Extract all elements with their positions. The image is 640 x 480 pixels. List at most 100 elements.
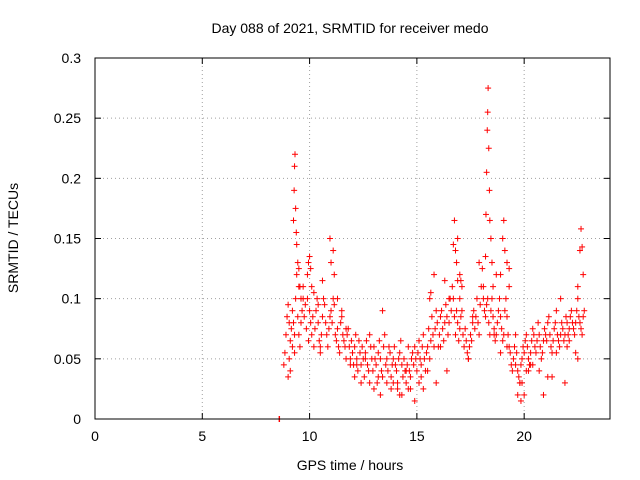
- data-point: [288, 325, 295, 332]
- data-point: [543, 337, 550, 344]
- data-point: [572, 349, 579, 356]
- data-point: [353, 361, 360, 368]
- data-point: [396, 349, 403, 356]
- data-point: [433, 379, 440, 386]
- data-point: [512, 331, 519, 338]
- data-point: [498, 325, 505, 332]
- data-point: [340, 337, 347, 344]
- data-point: [425, 325, 432, 332]
- data-point: [516, 379, 523, 386]
- data-point: [512, 361, 519, 368]
- data-point: [452, 247, 459, 254]
- data-point: [319, 313, 326, 320]
- data-point: [294, 259, 301, 266]
- data-point: [326, 235, 333, 242]
- data-point: [578, 325, 585, 332]
- data-point: [580, 313, 587, 320]
- data-point: [534, 337, 541, 344]
- data-point: [409, 349, 416, 356]
- data-point: [357, 349, 364, 356]
- data-point: [325, 325, 332, 332]
- data-point: [334, 295, 341, 302]
- data-point: [416, 337, 423, 344]
- data-point: [333, 337, 340, 344]
- data-point: [355, 337, 362, 344]
- data-point: [381, 331, 388, 338]
- data-point: [353, 355, 360, 362]
- data-point: [331, 271, 338, 278]
- data-point: [405, 343, 412, 350]
- data-point: [363, 337, 370, 344]
- data-point: [576, 247, 583, 254]
- data-point: [560, 337, 567, 344]
- data-point: [561, 379, 568, 386]
- x-tick-label: 20: [516, 428, 532, 444]
- data-point: [510, 355, 517, 362]
- data-point: [479, 265, 486, 272]
- data-point: [469, 319, 476, 326]
- data-point: [473, 295, 480, 302]
- data-point: [497, 349, 504, 356]
- data-point: [455, 337, 462, 344]
- data-point: [482, 313, 489, 320]
- x-tick-label: 5: [198, 428, 206, 444]
- data-point: [405, 385, 412, 392]
- data-point: [490, 283, 497, 290]
- data-point: [462, 325, 469, 332]
- data-point: [540, 391, 547, 398]
- data-point: [369, 367, 376, 374]
- data-point: [491, 331, 498, 338]
- data-point: [309, 313, 316, 320]
- data-point: [523, 331, 530, 338]
- data-point: [453, 259, 460, 266]
- data-point: [370, 343, 377, 350]
- data-point: [506, 283, 513, 290]
- data-point: [492, 337, 499, 344]
- data-point: [486, 187, 493, 194]
- data-point: [394, 385, 401, 392]
- y-tick-label: 0.2: [62, 170, 82, 186]
- data-point: [416, 379, 423, 386]
- data-point: [372, 355, 379, 362]
- data-point: [485, 145, 492, 152]
- data-point: [407, 373, 414, 380]
- y-tick-label: 0.05: [54, 351, 81, 367]
- data-point: [536, 367, 543, 374]
- data-point: [326, 313, 333, 320]
- data-point: [285, 373, 292, 380]
- data-point: [451, 217, 458, 224]
- data-point: [437, 313, 444, 320]
- data-point: [426, 295, 433, 302]
- data-point: [521, 349, 528, 356]
- data-point: [298, 319, 304, 326]
- data-point: [452, 331, 459, 338]
- data-point: [443, 367, 450, 374]
- data-point: [567, 313, 574, 320]
- data-point: [496, 295, 503, 302]
- data-point: [319, 277, 326, 284]
- data-point: [461, 343, 468, 350]
- data-point: [291, 151, 298, 158]
- data-point: [570, 325, 577, 332]
- data-point: [390, 355, 397, 362]
- data-point: [544, 319, 551, 326]
- data-point: [395, 355, 402, 362]
- data-point: [366, 331, 373, 338]
- data-point: [285, 301, 292, 308]
- data-point: [358, 379, 365, 386]
- data-point: [377, 355, 384, 362]
- data-point: [304, 271, 311, 278]
- data-point: [307, 265, 314, 272]
- data-point: [294, 313, 301, 320]
- data-point: [334, 325, 341, 332]
- data-point: [308, 283, 315, 290]
- data-point: [316, 337, 323, 344]
- data-point: [514, 391, 521, 398]
- data-point: [451, 313, 458, 320]
- data-point: [338, 313, 345, 320]
- x-tick-label: 10: [302, 428, 318, 444]
- data-point: [301, 313, 308, 320]
- data-point: [424, 343, 431, 350]
- data-point: [384, 367, 391, 374]
